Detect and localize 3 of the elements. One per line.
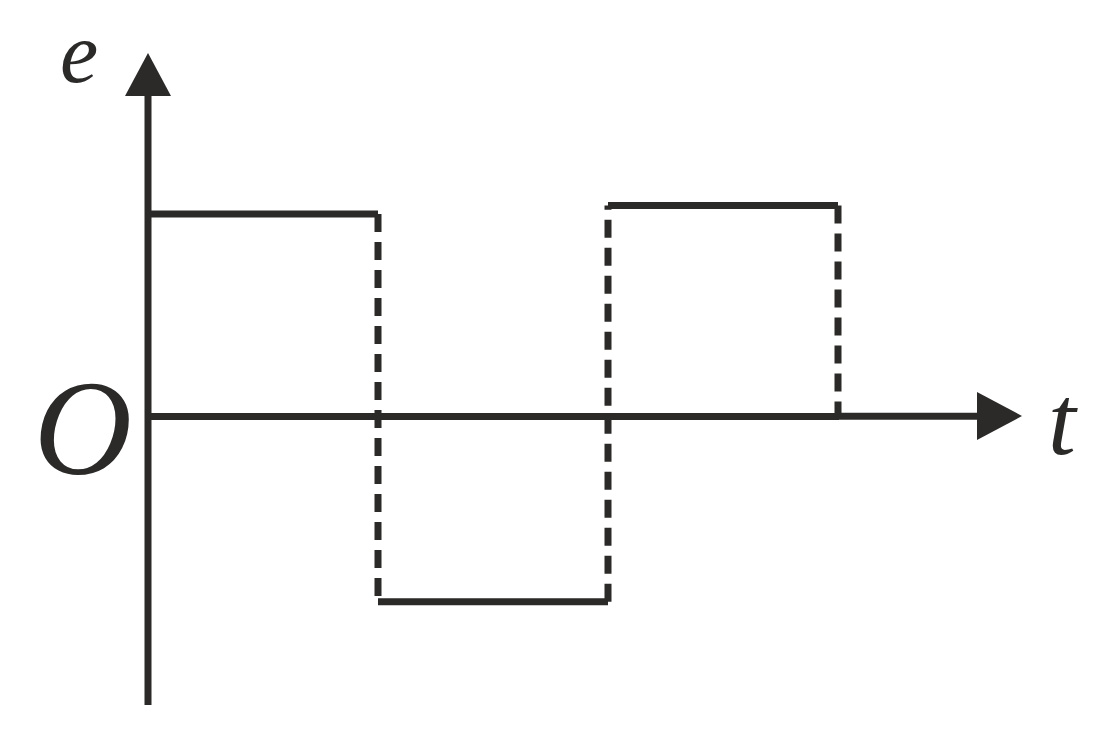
y-axis-title: e: [59, 5, 99, 101]
text: O: [33, 353, 132, 504]
x-axis-title: t: [1048, 365, 1078, 477]
